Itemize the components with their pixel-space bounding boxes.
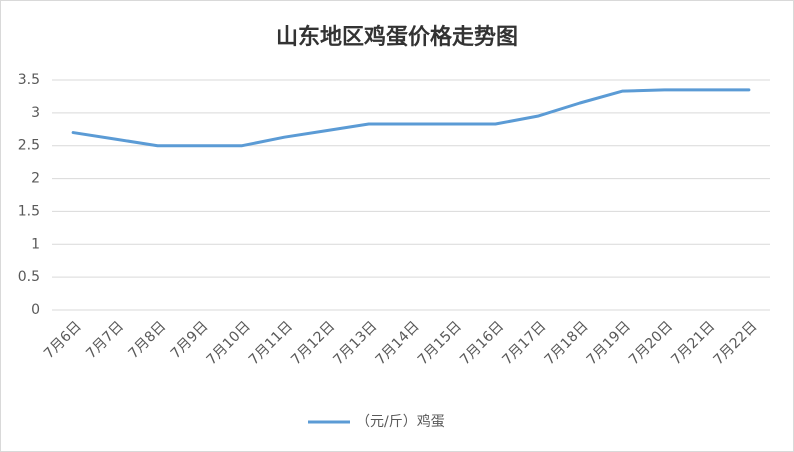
y-tick-label: 3 bbox=[31, 105, 40, 121]
y-tick-label: 1.5 bbox=[18, 203, 40, 219]
legend-label: （元/斤）鸡蛋 bbox=[356, 413, 445, 430]
chart-title: 山东地区鸡蛋价格走势图 bbox=[276, 24, 518, 50]
y-tick-label: 0.5 bbox=[18, 269, 40, 285]
y-tick-label: 2.5 bbox=[18, 138, 40, 154]
y-tick-label: 1 bbox=[31, 236, 40, 252]
line bbox=[71, 88, 751, 148]
y-tick-label: 3.5 bbox=[18, 72, 40, 88]
y-tick-label: 2 bbox=[31, 171, 40, 187]
y-tick-label: 0 bbox=[31, 302, 40, 318]
